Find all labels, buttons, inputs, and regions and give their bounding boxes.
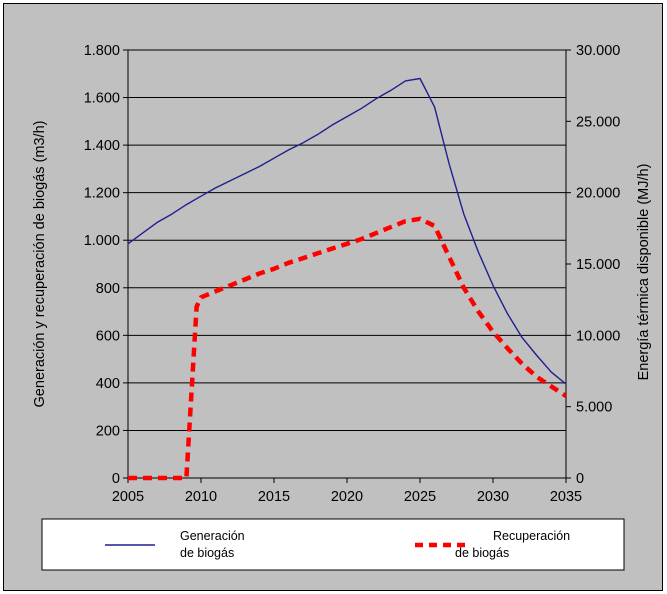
y-axis-title: Generación y recuperación de biogás (m3/… — [32, 121, 48, 408]
x-tick-label-1: 2010 — [185, 489, 217, 505]
x-tick-label-5: 2030 — [477, 489, 509, 505]
y2-axis-title: Energía térmica disponible (MJ/h) — [636, 164, 652, 381]
y-tick-label-5: 1.000 — [84, 233, 120, 249]
gridlines — [128, 49, 566, 431]
y2-tick-label-6: 30.000 — [576, 43, 620, 59]
y-tick-label-2: 400 — [96, 376, 120, 392]
y-tick-label-7: 1.400 — [84, 138, 120, 154]
y-tick-label-3: 600 — [96, 328, 120, 344]
y-tick-label-8: 1.600 — [84, 91, 120, 107]
y2-tick-label-2: 10.000 — [576, 328, 620, 344]
legend-label-generacion-1: Generación — [180, 529, 245, 543]
plot-area — [128, 50, 566, 478]
y2-tick-label-4: 20.000 — [576, 186, 620, 202]
legend: Generación de biogás Recuperación de bio… — [41, 518, 625, 571]
x-tick-label-3: 2020 — [331, 489, 363, 505]
y-tick-label-0: 0 — [112, 471, 120, 487]
y-tick-label-6: 1.200 — [84, 186, 120, 202]
x-tick-label-6: 2035 — [550, 489, 582, 505]
y-tick-label-4: 800 — [96, 281, 120, 297]
x-tick-label-4: 2025 — [404, 489, 436, 505]
y2-tick-label-3: 15.000 — [576, 257, 620, 273]
x-tick-label-2: 2015 — [258, 489, 290, 505]
y2-tick-label-0: 0 — [576, 471, 584, 487]
tick-labels: 0 200 400 600 800 1.000 1.200 1.400 1.600 1.800 0 5… — [84, 43, 621, 505]
y2-tick-label-1: 5.000 — [576, 400, 612, 416]
y-tick-label-9: 1.800 — [84, 43, 120, 59]
series-line-generacion — [127, 77, 567, 385]
series-layer — [127, 77, 568, 481]
axes — [123, 49, 571, 483]
legend-label-recuperacion-2: de biogás — [455, 546, 509, 560]
series-line-recuperacion — [128, 216, 568, 481]
y2-tick-label-5: 25.000 — [576, 114, 620, 130]
legend-label-recuperacion-1: Recuperación — [493, 529, 570, 543]
x-tick-label-0: 2005 — [112, 489, 144, 505]
y-tick-label-1: 200 — [96, 423, 120, 439]
legend-label-generacion-2: de biogás — [180, 546, 234, 560]
